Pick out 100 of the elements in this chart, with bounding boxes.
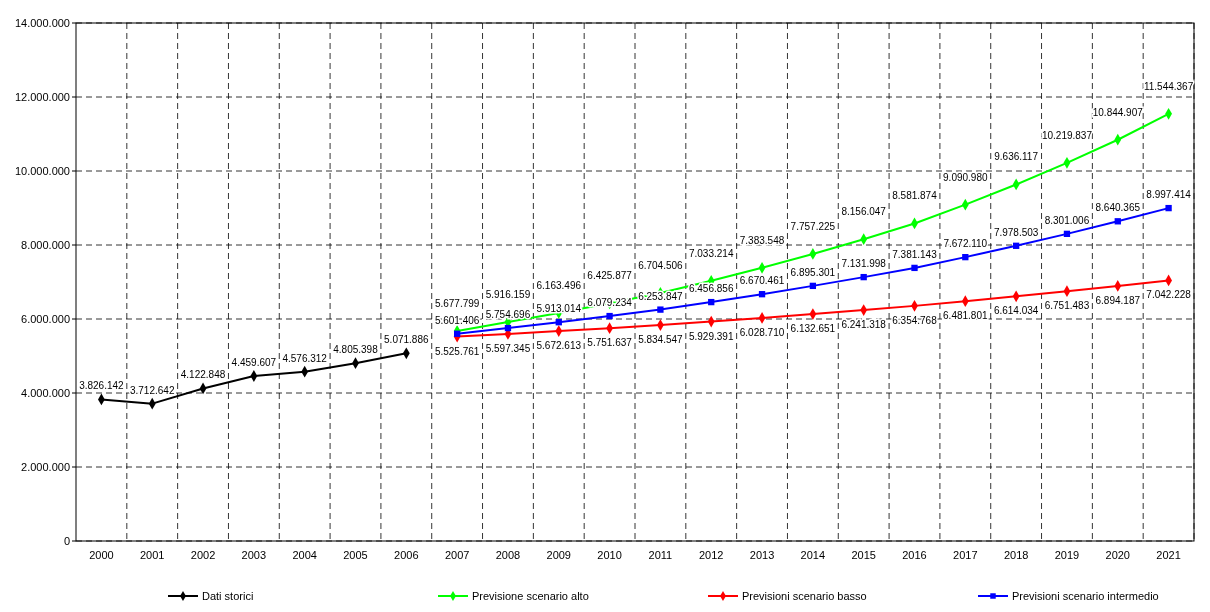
- data-label: 6.481.801: [943, 310, 988, 322]
- data-label: 5.525.761: [434, 345, 480, 357]
- point: [504, 324, 512, 332]
- data-label: 5.754.696: [485, 309, 531, 321]
- point: [860, 273, 867, 281]
- data-label: 9.636.117: [994, 151, 1039, 163]
- data-label: 4.576.312: [282, 352, 328, 364]
- data-label: 7.672.110: [943, 238, 988, 250]
- x-tick-label: 2015: [851, 549, 876, 561]
- x-tick-label: 2012: [698, 549, 724, 561]
- data-label: 4.459.607: [231, 356, 277, 368]
- data-label: 6.751.483: [1044, 300, 1090, 312]
- data-label: 9.090.980: [943, 171, 988, 183]
- point: [1012, 242, 1020, 249]
- data-label: 5.834.547: [638, 334, 684, 346]
- x-tick-label: 2000: [89, 549, 114, 561]
- data-label: 4.122.848: [180, 369, 226, 381]
- point: [911, 264, 918, 272]
- x-tick-label: 2002: [190, 549, 216, 561]
- point: [606, 312, 613, 320]
- legend-label: Previsioni scenario intermedio: [1012, 589, 1159, 602]
- data-label: 4.805.398: [333, 344, 379, 356]
- x-tick-label: 2014: [800, 549, 826, 561]
- data-label: 8.581.874: [892, 190, 938, 202]
- data-label: 8.301.006: [1044, 214, 1090, 226]
- x-tick-label: 2010: [597, 549, 622, 561]
- data-label: 8.997.414: [1146, 189, 1192, 201]
- data-label: 8.156.047: [841, 206, 887, 218]
- data-label: 6.456.856: [688, 283, 734, 295]
- point: [657, 306, 664, 313]
- x-tick-label: 2004: [292, 549, 317, 561]
- x-tick-label: 2019: [1054, 549, 1080, 561]
- data-label: 6.895.301: [790, 266, 836, 278]
- x-tick-label: 2011: [648, 549, 673, 561]
- data-label: 6.894.187: [1095, 294, 1141, 306]
- data-label: 6.354.768: [892, 314, 938, 326]
- data-label: 5.913.014: [536, 303, 582, 315]
- x-tick-label: 2001: [139, 549, 165, 561]
- x-tick-label: 2016: [902, 549, 927, 561]
- y-tick-label: 2.000.000: [21, 460, 70, 473]
- x-tick-label: 2021: [1156, 549, 1181, 561]
- data-label: 5.597.345: [485, 342, 531, 354]
- data-label: 6.704.506: [638, 259, 684, 271]
- point: [809, 282, 817, 290]
- x-tick-label: 2008: [495, 549, 521, 561]
- data-label: 5.916.159: [485, 289, 531, 301]
- data-label: 6.028.710: [739, 326, 785, 338]
- point: [453, 330, 461, 337]
- data-label: 6.425.877: [587, 270, 633, 282]
- point: [555, 319, 562, 326]
- legend-label: Dati storici: [202, 589, 254, 602]
- point: [708, 298, 715, 306]
- data-label: 6.132.651: [790, 323, 836, 335]
- y-tick-label: 8.000.000: [21, 238, 70, 251]
- point: [758, 291, 766, 298]
- y-tick-label: 6.000.000: [21, 312, 70, 325]
- y-tick-label: 10.000.000: [14, 164, 70, 177]
- legend-label: Previsioni scenario basso: [742, 589, 867, 602]
- data-label: 6.614.034: [993, 305, 1039, 317]
- data-label: 5.672.613: [536, 340, 582, 352]
- x-tick-label: 2006: [394, 549, 419, 561]
- data-label: 7.042.228: [1146, 289, 1192, 301]
- data-label: 8.640.365: [1095, 202, 1141, 214]
- y-tick-label: 0: [63, 534, 70, 547]
- data-label: 7.978.503: [993, 226, 1039, 238]
- point: [1063, 230, 1071, 238]
- data-label: 3.826.142: [79, 380, 125, 392]
- data-label: 5.929.391: [688, 330, 734, 342]
- data-label: 6.670.461: [739, 275, 785, 287]
- y-tick-label: 4.000.000: [21, 386, 70, 399]
- x-tick-label: 2009: [546, 549, 572, 561]
- data-label: 10.844.907: [1092, 106, 1144, 118]
- data-label: 7.757.225: [790, 220, 836, 232]
- data-label: 6.253.847: [638, 290, 684, 302]
- x-tick-label: 2003: [241, 549, 267, 561]
- data-label: 3.712.642: [129, 384, 175, 396]
- y-tick-label: 12.000.000: [14, 90, 70, 103]
- point: [1114, 218, 1121, 225]
- x-tick-label: 2007: [444, 549, 470, 561]
- point: [962, 253, 969, 261]
- point: [1165, 204, 1172, 212]
- y-tick-label: 14.000.000: [14, 16, 70, 29]
- data-label: 5.601.406: [434, 314, 480, 326]
- data-label: 7.383.548: [739, 234, 785, 246]
- x-tick-label: 2013: [749, 549, 775, 561]
- x-tick-label: 2017: [953, 549, 978, 561]
- data-label: 5.677.799: [434, 297, 480, 309]
- data-label: 10.219.837: [1041, 129, 1093, 141]
- x-tick-label: 2018: [1003, 549, 1029, 561]
- data-label: 7.131.998: [841, 258, 887, 270]
- data-label: 7.033.214: [688, 247, 734, 259]
- data-label: 11.544.367: [1143, 80, 1194, 92]
- data-label: 7.381.143: [892, 248, 938, 260]
- x-tick-label: 2020: [1105, 549, 1131, 561]
- data-label: 5.071.886: [384, 334, 429, 346]
- legend-label: Previsione scenario alto: [472, 589, 589, 602]
- x-tick-label: 2005: [343, 549, 368, 561]
- data-label: 6.241.318: [841, 319, 887, 331]
- data-label: 5.751.637: [587, 337, 633, 349]
- data-label: 6.163.496: [536, 279, 582, 291]
